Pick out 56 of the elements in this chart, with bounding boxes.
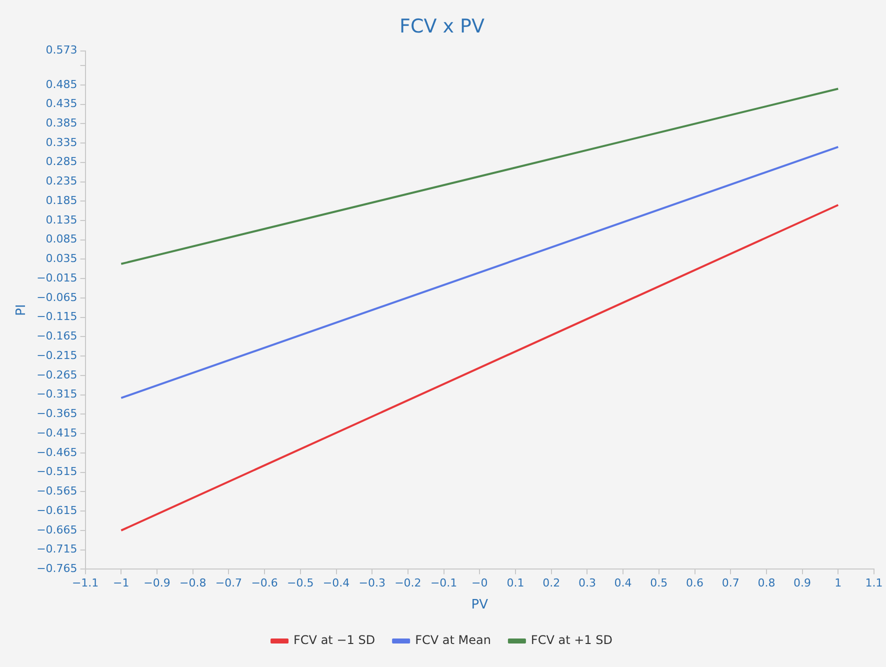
y-tick-label: 0.485	[46, 78, 78, 91]
y-tick-label: −0.215	[36, 348, 78, 362]
y-tick-label: 0.035	[46, 252, 78, 266]
y-tick-label: −0.615	[36, 504, 78, 517]
x-tick-label: 0.5	[650, 576, 668, 590]
x-tick-label: −0	[472, 576, 488, 590]
legend-label: FCV at −1 SD	[294, 633, 376, 648]
y-tick-label: −0.715	[36, 542, 78, 556]
y-tick-label: 0.185	[46, 194, 78, 207]
x-tick-label: −1	[113, 576, 130, 590]
y-tick-label: −0.065	[36, 290, 78, 304]
x-tick-label: 0.2	[542, 576, 560, 590]
legend-label: FCV at Mean	[415, 633, 491, 648]
x-tick-label: 0.9	[794, 576, 812, 590]
y-tick-label: −0.115	[36, 310, 78, 324]
x-axis-title: PV	[471, 598, 488, 613]
y-tick-label: −0.265	[36, 368, 78, 382]
y-tick-label: 0.385	[46, 116, 78, 130]
y-tick-label: −0.465	[36, 446, 78, 459]
x-tick-label: 0.7	[722, 576, 740, 590]
y-tick-label: −0.365	[36, 407, 78, 420]
x-tick-label: 1.1	[865, 576, 883, 590]
y-tick-label: 0.085	[46, 232, 78, 246]
y-tick-label: 0.573	[46, 44, 78, 57]
x-tick-label: −0.1	[430, 576, 458, 590]
y-tick-label: 0.285	[46, 155, 78, 168]
x-tick-label: −0.4	[322, 576, 350, 590]
x-tick-label: −0.3	[358, 576, 386, 590]
x-tick-label: 0.8	[758, 576, 776, 590]
y-tick-label: 0.135	[46, 213, 78, 226]
y-tick-label: −0.515	[36, 465, 78, 478]
y-tick-label: 0.335	[46, 136, 78, 149]
x-tick-label: −0.2	[394, 576, 422, 590]
chart-title: FCV x PV	[400, 15, 484, 38]
x-tick-label: 0.1	[506, 576, 524, 590]
x-tick-label: 0.6	[686, 576, 704, 590]
legend-label: FCV at +1 SD	[530, 633, 612, 648]
y-tick-label: −0.415	[36, 426, 78, 440]
x-tick-label: −0.6	[251, 576, 278, 590]
y-tick-label: −0.565	[36, 484, 78, 498]
x-tick-label: 0.4	[614, 576, 632, 590]
y-tick-label: −0.165	[36, 330, 78, 343]
x-tick-label: −0.8	[179, 576, 206, 590]
x-tick-label: −1.1	[72, 576, 99, 590]
y-tick-label: −0.765	[36, 562, 78, 576]
x-tick-label: 0.3	[578, 576, 596, 590]
y-tick-label: −0.315	[36, 388, 78, 401]
y-tick-label: 0.435	[46, 97, 78, 110]
x-tick-label: −0.7	[215, 576, 242, 590]
y-tick-label: −0.665	[36, 523, 78, 536]
x-tick-label: −0.5	[287, 576, 314, 590]
y-tick-label: −0.015	[36, 271, 78, 284]
y-tick-label: 0.235	[46, 174, 78, 188]
x-tick-label: −0.9	[144, 576, 170, 590]
y-axis-title: PI	[14, 304, 30, 316]
x-tick-label: 1	[834, 576, 842, 590]
